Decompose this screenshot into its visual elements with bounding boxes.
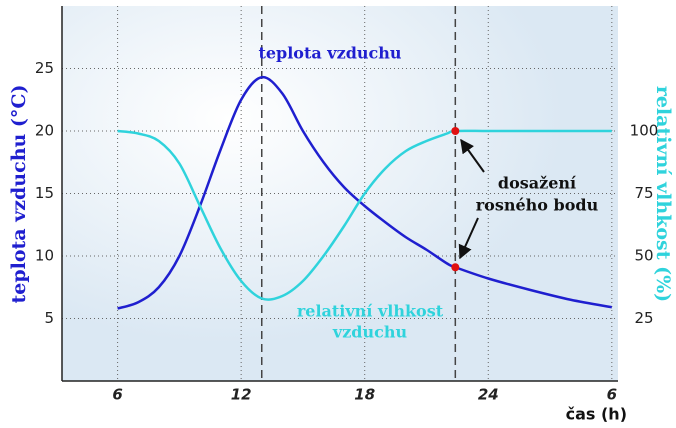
y2-tick-label: 100: [630, 122, 659, 140]
dew-point-marker: [451, 127, 460, 135]
annotation: dosažení: [498, 174, 576, 193]
x-tick-label: 24: [478, 386, 499, 404]
y-axis-label: teplota vzduchu (°C): [8, 84, 30, 303]
y2-axis-label: relativní vlhkost (%): [652, 86, 674, 302]
dew-point-marker: [451, 263, 460, 272]
annotation: teplota vzduchu: [258, 44, 401, 63]
arrow: [458, 217, 479, 260]
y-tick-label: 5: [44, 309, 54, 327]
series-line: [117, 129, 612, 301]
y2-tick-label: 25: [634, 309, 653, 327]
x-axis-label: čas (h): [566, 405, 627, 424]
annotation: vzduchu: [332, 323, 408, 342]
y-tick-label: 20: [35, 122, 54, 140]
annotation: relativní vlhkost: [297, 302, 444, 321]
annotation: rosného bodu: [476, 196, 599, 215]
series-line: [117, 75, 613, 310]
x-tick-label: 18: [354, 386, 375, 404]
y2-tick-label: 75: [634, 184, 653, 202]
arrow: [460, 138, 485, 173]
y2-tick-label: 50: [634, 247, 653, 265]
y-tick-label: 15: [35, 184, 54, 202]
x-tick-label: 12: [231, 386, 252, 404]
y-tick-label: 10: [35, 247, 54, 265]
y-tick-label: 25: [35, 59, 54, 77]
x-tick-label: 6: [112, 386, 122, 404]
x-tick-label: 6: [607, 386, 617, 404]
